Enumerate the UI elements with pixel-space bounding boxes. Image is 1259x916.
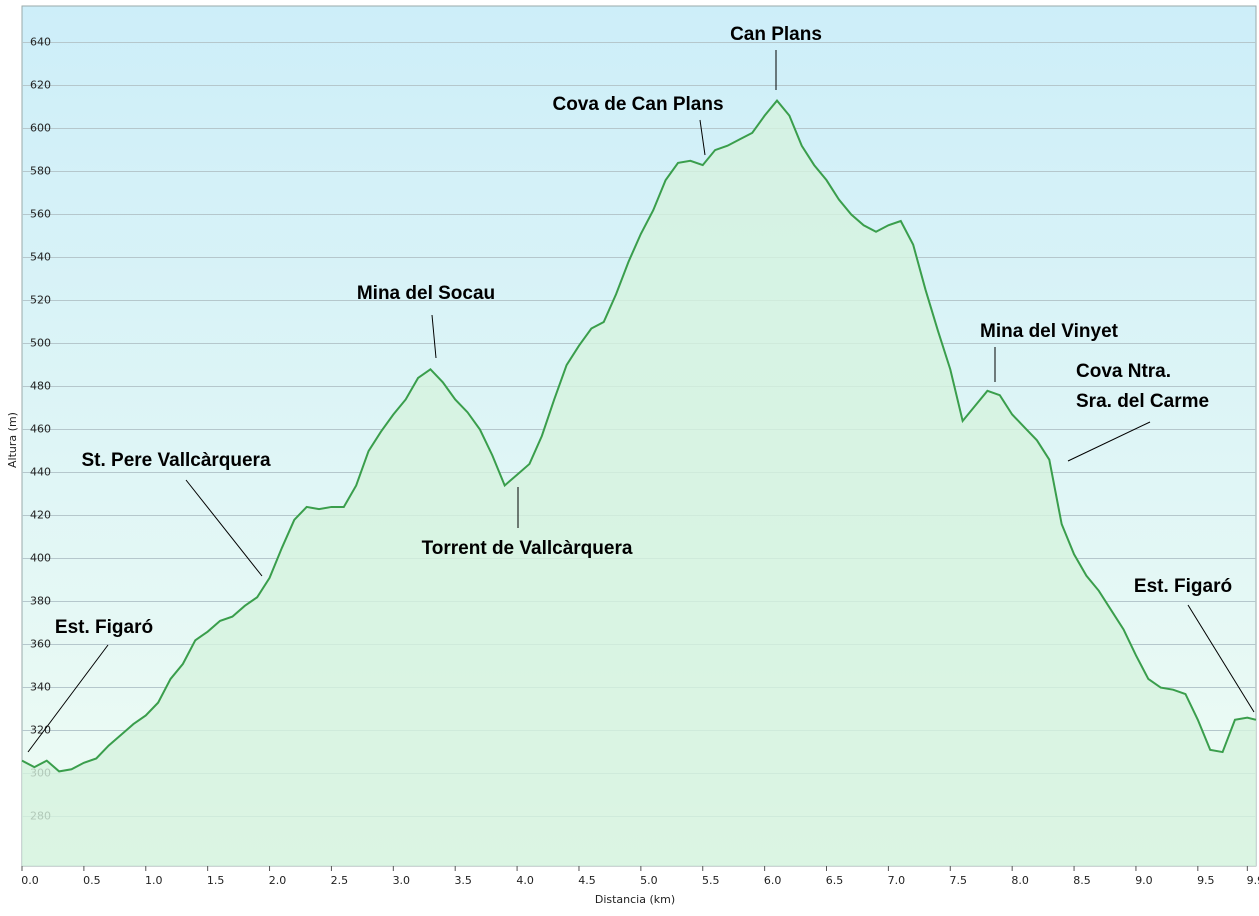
y-tick-label: 380 bbox=[30, 595, 51, 608]
annotation: Cova Ntra. bbox=[1076, 361, 1171, 382]
y-tick-label: 520 bbox=[30, 294, 51, 307]
x-tick-label: 9.9 bbox=[1247, 874, 1259, 887]
x-tick-label: 5.5 bbox=[702, 874, 720, 887]
x-tick-label: 1.0 bbox=[145, 874, 163, 887]
y-tick-label: 480 bbox=[30, 380, 51, 393]
annotation: Sra. del Carme bbox=[1076, 391, 1209, 412]
y-tick-label: 400 bbox=[30, 552, 51, 565]
y-tick-label: 620 bbox=[30, 79, 51, 92]
x-tick-label: 4.5 bbox=[578, 874, 596, 887]
annotation-pointer bbox=[699, 119, 706, 156]
y-tick-label: 420 bbox=[30, 509, 51, 522]
annotation: Cova de Can Plans bbox=[552, 94, 723, 115]
x-axis-label: Distancia (km) bbox=[595, 893, 675, 906]
y-tick-label: 600 bbox=[30, 122, 51, 135]
annotation: St. Pere Vallcàrquera bbox=[81, 450, 270, 471]
x-tick-label: 3.5 bbox=[454, 874, 472, 887]
area bbox=[22, 100, 1256, 867]
x-tick-label: 5.0 bbox=[640, 874, 658, 887]
annotation-pointer bbox=[185, 479, 263, 577]
x-tick-label: 6.5 bbox=[826, 874, 844, 887]
x-tick-label: 9.0 bbox=[1135, 874, 1153, 887]
x-tick-label: 8.0 bbox=[1011, 874, 1029, 887]
x-tick-label: 0.0 bbox=[21, 874, 39, 887]
x-tick-label: 2.0 bbox=[269, 874, 287, 887]
y-tick-label: 500 bbox=[30, 337, 51, 350]
x-tick-label: 9.5 bbox=[1197, 874, 1215, 887]
x-tick-label: 4.0 bbox=[516, 874, 534, 887]
x-tick-label: 8.5 bbox=[1073, 874, 1091, 887]
annotation: Can Plans bbox=[730, 24, 822, 45]
x-tick-label: 0.5 bbox=[83, 874, 101, 887]
y-tick-label: 440 bbox=[30, 466, 51, 479]
annotation: Est. Figaró bbox=[55, 617, 153, 638]
annotation: Torrent de Vallcàrquera bbox=[422, 538, 633, 559]
y-tick-label: 320 bbox=[30, 724, 51, 737]
y-tick-label: 360 bbox=[30, 638, 51, 651]
annotation: Mina del Socau bbox=[357, 283, 495, 304]
annotation-pointer bbox=[27, 644, 109, 753]
y-tick-label: 580 bbox=[30, 165, 51, 178]
annotation: Mina del Vinyet bbox=[980, 321, 1119, 342]
x-tick-label: 7.0 bbox=[888, 874, 906, 887]
x-tick-label: 3.0 bbox=[393, 874, 411, 887]
y-axis-label: Altura (m) bbox=[6, 412, 19, 468]
annotation-pointer bbox=[431, 314, 437, 359]
x-tick-label: 1.5 bbox=[207, 874, 225, 887]
line bbox=[21, 99, 1257, 773]
annotation-pointer bbox=[1187, 604, 1255, 713]
y-tick-label: 340 bbox=[30, 681, 51, 694]
annotation-pointer bbox=[1067, 421, 1151, 462]
y-tick-label: 540 bbox=[30, 251, 51, 264]
annotation: Est. Figaró bbox=[1134, 576, 1232, 597]
y-tick-label: 460 bbox=[30, 423, 51, 436]
y-tick-label: 640 bbox=[30, 36, 51, 49]
x-tick-label: 7.5 bbox=[950, 874, 968, 887]
x-tick-label: 2.5 bbox=[331, 874, 349, 887]
x-tick-label: 6.0 bbox=[764, 874, 782, 887]
y-tick-label: 560 bbox=[30, 208, 51, 221]
